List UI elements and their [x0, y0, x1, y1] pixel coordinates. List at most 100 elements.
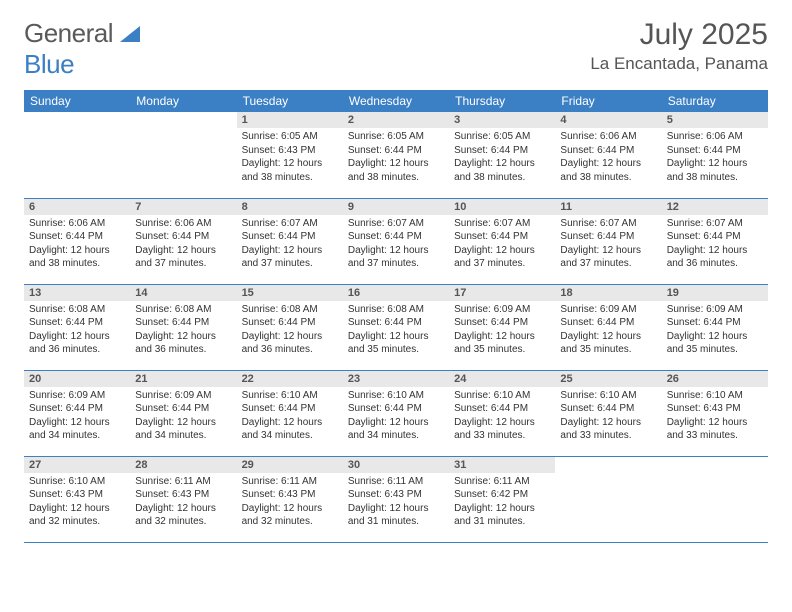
day-details: Sunrise: 6:09 AMSunset: 6:44 PMDaylight:… [555, 301, 661, 361]
day-details: Sunrise: 6:09 AMSunset: 6:44 PMDaylight:… [662, 301, 768, 361]
calendar-table: SundayMondayTuesdayWednesdayThursdayFrid… [24, 90, 768, 543]
day-header: Thursday [449, 90, 555, 112]
day-details: Sunrise: 6:10 AMSunset: 6:44 PMDaylight:… [555, 387, 661, 447]
calendar-day-cell: 23Sunrise: 6:10 AMSunset: 6:44 PMDayligh… [343, 370, 449, 456]
calendar-day-cell: 13Sunrise: 6:08 AMSunset: 6:44 PMDayligh… [24, 284, 130, 370]
calendar-day-cell: 19Sunrise: 6:09 AMSunset: 6:44 PMDayligh… [662, 284, 768, 370]
calendar-week-row: 6Sunrise: 6:06 AMSunset: 6:44 PMDaylight… [24, 198, 768, 284]
day-details: Sunrise: 6:10 AMSunset: 6:43 PMDaylight:… [662, 387, 768, 447]
calendar-day-cell: 18Sunrise: 6:09 AMSunset: 6:44 PMDayligh… [555, 284, 661, 370]
day-details: Sunrise: 6:08 AMSunset: 6:44 PMDaylight:… [343, 301, 449, 361]
calendar-day-cell: 16Sunrise: 6:08 AMSunset: 6:44 PMDayligh… [343, 284, 449, 370]
day-number: 28 [130, 457, 236, 473]
day-number: 29 [237, 457, 343, 473]
day-number: 13 [24, 285, 130, 301]
day-details: Sunrise: 6:07 AMSunset: 6:44 PMDaylight:… [662, 215, 768, 275]
logo-text: General Blue [24, 18, 140, 80]
calendar-day-cell: 6Sunrise: 6:06 AMSunset: 6:44 PMDaylight… [24, 198, 130, 284]
day-details: Sunrise: 6:06 AMSunset: 6:44 PMDaylight:… [555, 128, 661, 188]
day-details: Sunrise: 6:05 AMSunset: 6:44 PMDaylight:… [343, 128, 449, 188]
calendar-day-cell: 21Sunrise: 6:09 AMSunset: 6:44 PMDayligh… [130, 370, 236, 456]
calendar-body: ....1Sunrise: 6:05 AMSunset: 6:43 PMDayl… [24, 112, 768, 542]
calendar-day-cell: .. [130, 112, 236, 198]
day-details: Sunrise: 6:10 AMSunset: 6:44 PMDaylight:… [237, 387, 343, 447]
day-details: Sunrise: 6:10 AMSunset: 6:44 PMDaylight:… [449, 387, 555, 447]
day-number: 22 [237, 371, 343, 387]
day-number: 15 [237, 285, 343, 301]
calendar-day-cell: 30Sunrise: 6:11 AMSunset: 6:43 PMDayligh… [343, 456, 449, 542]
day-header: Monday [130, 90, 236, 112]
day-number: 17 [449, 285, 555, 301]
calendar-week-row: 27Sunrise: 6:10 AMSunset: 6:43 PMDayligh… [24, 456, 768, 542]
day-number: 25 [555, 371, 661, 387]
calendar-day-cell: 2Sunrise: 6:05 AMSunset: 6:44 PMDaylight… [343, 112, 449, 198]
calendar-day-cell: 20Sunrise: 6:09 AMSunset: 6:44 PMDayligh… [24, 370, 130, 456]
calendar-day-cell: 25Sunrise: 6:10 AMSunset: 6:44 PMDayligh… [555, 370, 661, 456]
day-details: Sunrise: 6:11 AMSunset: 6:42 PMDaylight:… [449, 473, 555, 533]
day-number: 18 [555, 285, 661, 301]
calendar-day-cell: 28Sunrise: 6:11 AMSunset: 6:43 PMDayligh… [130, 456, 236, 542]
logo-text-gray: General [24, 18, 113, 48]
calendar-day-cell: 24Sunrise: 6:10 AMSunset: 6:44 PMDayligh… [449, 370, 555, 456]
day-number: 21 [130, 371, 236, 387]
day-details: Sunrise: 6:10 AMSunset: 6:44 PMDaylight:… [343, 387, 449, 447]
day-number: 11 [555, 199, 661, 215]
day-details: Sunrise: 6:06 AMSunset: 6:44 PMDaylight:… [130, 215, 236, 275]
day-number: 19 [662, 285, 768, 301]
logo-triangle-icon [120, 26, 140, 42]
logo-text-blue: Blue [24, 49, 74, 79]
day-details: Sunrise: 6:09 AMSunset: 6:44 PMDaylight:… [24, 387, 130, 447]
day-details: Sunrise: 6:06 AMSunset: 6:44 PMDaylight:… [24, 215, 130, 275]
day-header: Wednesday [343, 90, 449, 112]
day-details: Sunrise: 6:11 AMSunset: 6:43 PMDaylight:… [237, 473, 343, 533]
day-number: 27 [24, 457, 130, 473]
day-number: 12 [662, 199, 768, 215]
day-details: Sunrise: 6:10 AMSunset: 6:43 PMDaylight:… [24, 473, 130, 533]
day-details: Sunrise: 6:05 AMSunset: 6:43 PMDaylight:… [237, 128, 343, 188]
calendar-day-cell: 3Sunrise: 6:05 AMSunset: 6:44 PMDaylight… [449, 112, 555, 198]
day-details: Sunrise: 6:09 AMSunset: 6:44 PMDaylight:… [449, 301, 555, 361]
day-number: 31 [449, 457, 555, 473]
day-number: 23 [343, 371, 449, 387]
day-details: Sunrise: 6:08 AMSunset: 6:44 PMDaylight:… [130, 301, 236, 361]
day-details: Sunrise: 6:07 AMSunset: 6:44 PMDaylight:… [555, 215, 661, 275]
calendar-day-cell: 10Sunrise: 6:07 AMSunset: 6:44 PMDayligh… [449, 198, 555, 284]
day-details: Sunrise: 6:11 AMSunset: 6:43 PMDaylight:… [130, 473, 236, 533]
day-number: 7 [130, 199, 236, 215]
day-number: 24 [449, 371, 555, 387]
day-number: 16 [343, 285, 449, 301]
day-number: 5 [662, 112, 768, 128]
header: General Blue July 2025 La Encantada, Pan… [24, 18, 768, 80]
day-number: 3 [449, 112, 555, 128]
calendar-week-row: ....1Sunrise: 6:05 AMSunset: 6:43 PMDayl… [24, 112, 768, 198]
day-number: 10 [449, 199, 555, 215]
day-details: Sunrise: 6:11 AMSunset: 6:43 PMDaylight:… [343, 473, 449, 533]
day-header: Friday [555, 90, 661, 112]
calendar-day-cell: 4Sunrise: 6:06 AMSunset: 6:44 PMDaylight… [555, 112, 661, 198]
calendar-day-cell: 14Sunrise: 6:08 AMSunset: 6:44 PMDayligh… [130, 284, 236, 370]
day-number: 1 [237, 112, 343, 128]
day-number: 20 [24, 371, 130, 387]
day-header-row: SundayMondayTuesdayWednesdayThursdayFrid… [24, 90, 768, 112]
calendar-day-cell: 9Sunrise: 6:07 AMSunset: 6:44 PMDaylight… [343, 198, 449, 284]
calendar-week-row: 13Sunrise: 6:08 AMSunset: 6:44 PMDayligh… [24, 284, 768, 370]
location-text: La Encantada, Panama [590, 54, 768, 74]
day-details: Sunrise: 6:07 AMSunset: 6:44 PMDaylight:… [343, 215, 449, 275]
day-header: Tuesday [237, 90, 343, 112]
day-details: Sunrise: 6:08 AMSunset: 6:44 PMDaylight:… [237, 301, 343, 361]
day-number: 4 [555, 112, 661, 128]
calendar-week-row: 20Sunrise: 6:09 AMSunset: 6:44 PMDayligh… [24, 370, 768, 456]
day-number: 14 [130, 285, 236, 301]
day-number: 26 [662, 371, 768, 387]
calendar-day-cell: 11Sunrise: 6:07 AMSunset: 6:44 PMDayligh… [555, 198, 661, 284]
calendar-day-cell: 31Sunrise: 6:11 AMSunset: 6:42 PMDayligh… [449, 456, 555, 542]
calendar-day-cell: 5Sunrise: 6:06 AMSunset: 6:44 PMDaylight… [662, 112, 768, 198]
calendar-head: SundayMondayTuesdayWednesdayThursdayFrid… [24, 90, 768, 112]
day-header: Saturday [662, 90, 768, 112]
day-number: 2 [343, 112, 449, 128]
calendar-day-cell: 8Sunrise: 6:07 AMSunset: 6:44 PMDaylight… [237, 198, 343, 284]
day-details: Sunrise: 6:07 AMSunset: 6:44 PMDaylight:… [449, 215, 555, 275]
calendar-day-cell: 7Sunrise: 6:06 AMSunset: 6:44 PMDaylight… [130, 198, 236, 284]
calendar-day-cell: 15Sunrise: 6:08 AMSunset: 6:44 PMDayligh… [237, 284, 343, 370]
day-details: Sunrise: 6:07 AMSunset: 6:44 PMDaylight:… [237, 215, 343, 275]
